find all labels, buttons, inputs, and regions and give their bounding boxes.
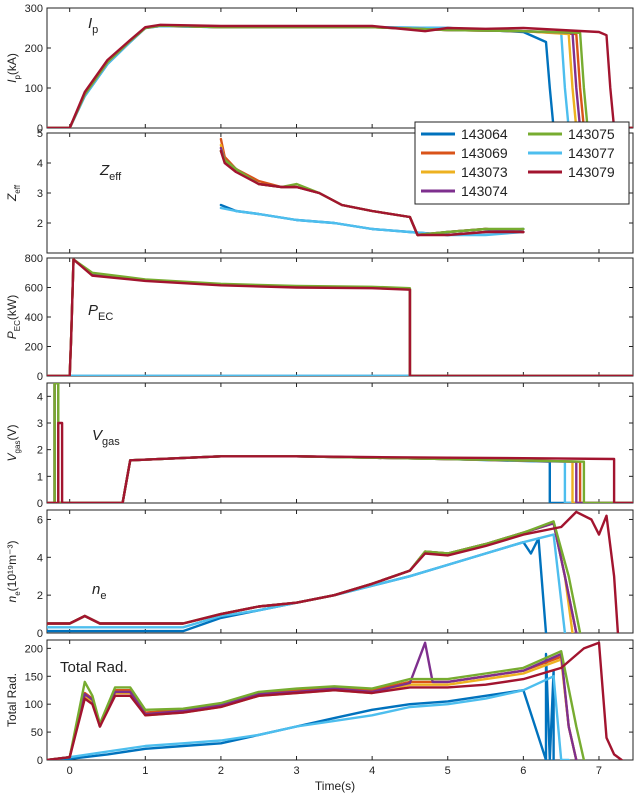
y-axis-label-unit: (kW) bbox=[5, 295, 19, 320]
y-tick-label: 5 bbox=[37, 128, 43, 140]
panel-label-sub-pec: EC bbox=[98, 311, 113, 323]
series-line-143077 bbox=[47, 675, 570, 760]
y-tick-label: 600 bbox=[25, 283, 43, 295]
y-tick-label: 3 bbox=[37, 188, 43, 200]
series-group-ne bbox=[47, 510, 620, 633]
panel-label-sub-zeff: eff bbox=[109, 171, 122, 183]
x-axis-label: Time(s) bbox=[315, 779, 355, 793]
y-tick-label: 100 bbox=[25, 699, 43, 711]
y-axis-label-sub: gas bbox=[13, 441, 22, 454]
y-tick-label: 4 bbox=[37, 391, 43, 403]
y-tick-label: 3 bbox=[37, 418, 43, 430]
panel-frame-pec bbox=[46, 257, 634, 377]
x-tick-label: 4 bbox=[369, 765, 375, 777]
x-tick-label: 3 bbox=[293, 765, 299, 777]
y-tick-label: 2 bbox=[37, 445, 43, 457]
series-group-vgas bbox=[47, 383, 633, 503]
y-tick-label: 800 bbox=[25, 253, 43, 265]
y-axis-label-main: n bbox=[5, 595, 19, 602]
y-axis-label-ne: ne(10¹⁹m⁻³) bbox=[5, 541, 22, 603]
series-line-143079 bbox=[47, 23, 633, 128]
panel-rad: 0 50 100 150 200 0 1 2 3 4 5 6 7 Total Rad. Total Rad. bbox=[5, 639, 634, 777]
y-axis-label-main: V bbox=[5, 452, 19, 461]
panel-label-rad: Total Rad. bbox=[60, 659, 128, 676]
x-tick-label: 0 bbox=[67, 765, 73, 777]
series-line-143079 bbox=[47, 258, 633, 376]
series-line-143079 bbox=[47, 641, 623, 760]
y-axis-label-ip: Ip(kA) bbox=[5, 53, 22, 83]
series-group-rad bbox=[47, 641, 623, 760]
y-tick-label: 2 bbox=[37, 218, 43, 230]
y-tick-label: 100 bbox=[25, 83, 43, 95]
series-line-143075 bbox=[47, 650, 586, 760]
series-group-ip bbox=[47, 23, 633, 128]
legend-label-143073: 143073 bbox=[461, 164, 508, 180]
legend-label-143069: 143069 bbox=[461, 145, 508, 161]
y-axis-label-main: I bbox=[5, 79, 19, 83]
x-tick-label: 1 bbox=[142, 765, 148, 777]
x-tick-label: 5 bbox=[445, 765, 451, 777]
x-tick-label: 7 bbox=[596, 765, 602, 777]
panel-frame-vgas bbox=[46, 382, 634, 504]
y-axis-label-main: Z bbox=[5, 193, 19, 202]
legend-label-143079: 143079 bbox=[568, 164, 615, 180]
y-tick-label: 50 bbox=[31, 727, 43, 739]
y-axis-label-unit: (kA) bbox=[5, 53, 19, 75]
y-axis-label-sub: eff bbox=[13, 184, 22, 194]
y-axis-label-main: P bbox=[5, 331, 19, 339]
y-tick-label: 4 bbox=[37, 158, 43, 170]
y-tick-label: 0 bbox=[37, 755, 43, 767]
legend-label-143075: 143075 bbox=[568, 126, 615, 142]
panel-label-sub-ip: p bbox=[92, 24, 98, 36]
series-group-pec bbox=[47, 258, 633, 376]
y-tick-label: 6 bbox=[37, 514, 43, 526]
series-line-143077 bbox=[47, 533, 567, 633]
y-axis-label-sub: p bbox=[13, 75, 22, 80]
legend-label-143074: 143074 bbox=[461, 183, 508, 199]
y-axis-label-sub: EC bbox=[13, 320, 22, 331]
panel-frame-rad bbox=[46, 639, 634, 761]
y-tick-label: 200 bbox=[25, 43, 43, 55]
series-line-143077 bbox=[219, 206, 525, 237]
legend: 143064 143069 143073 143074 143075 143077 1430… bbox=[414, 121, 630, 205]
y-tick-label: 200 bbox=[25, 342, 43, 354]
x-tick-label: 2 bbox=[218, 765, 224, 777]
y-tick-label: 400 bbox=[25, 312, 43, 324]
y-axis-label-pec: PEC(kW) bbox=[5, 295, 22, 339]
y-tick-label: 1 bbox=[37, 471, 43, 483]
y-axis-label-rad: Total Rad. bbox=[5, 673, 19, 727]
x-tick-label: 6 bbox=[520, 765, 526, 777]
panel-label-sub-vgas: gas bbox=[102, 436, 120, 448]
series-line-143079 bbox=[47, 510, 620, 633]
series-line-143079 bbox=[219, 149, 525, 237]
series-line-143064 bbox=[47, 652, 555, 760]
y-tick-label: 0 bbox=[37, 628, 43, 640]
y-axis-label-vgas: Vgas(V) bbox=[5, 425, 22, 462]
y-axis-label-sub: e bbox=[13, 591, 22, 596]
legend-label-143064: 143064 bbox=[461, 126, 508, 142]
y-tick-label: 0 bbox=[37, 498, 43, 510]
y-tick-label: 300 bbox=[25, 3, 43, 15]
y-axis-label-zeff: Zeff bbox=[5, 184, 22, 202]
y-tick-label: 200 bbox=[25, 643, 43, 655]
y-axis-label-unit: (V) bbox=[5, 425, 19, 441]
y-tick-label: 2 bbox=[37, 590, 43, 602]
series-group-zeff bbox=[219, 137, 525, 237]
y-tick-label: 0 bbox=[37, 371, 43, 383]
panel-label-ip: Ip bbox=[88, 15, 98, 36]
y-tick-label: 150 bbox=[25, 671, 43, 683]
y-tick-label: 0 bbox=[37, 123, 43, 135]
y-tick-label: 4 bbox=[37, 552, 43, 564]
series-line-143079 bbox=[47, 421, 633, 503]
legend-label-143077: 143077 bbox=[568, 145, 615, 161]
panel-frame-ne bbox=[46, 509, 634, 634]
panel-label-sub-ne: e bbox=[100, 590, 106, 602]
panels-group: 0100200300IpIp(kA)2345ZeffZeff0200400600… bbox=[5, 3, 634, 777]
y-axis-label-unit: (10¹⁹m⁻³) bbox=[5, 541, 19, 592]
